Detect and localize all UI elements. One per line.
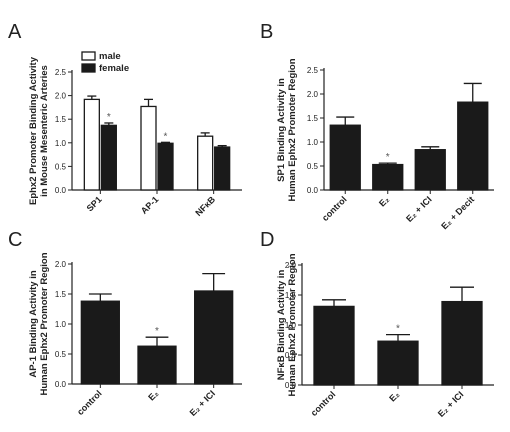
y-tick-label: 1.5: [285, 291, 297, 300]
y-axis-label: Human Ephx2 Promoter Region: [287, 58, 298, 201]
y-tick-label: 2.5: [307, 66, 319, 75]
significance-star: *: [386, 152, 390, 163]
chart-panel-a: A Ephx2 Promoter Binding Activity in Mouse…: [8, 21, 242, 218]
bar: [100, 124, 117, 191]
bar: [157, 142, 174, 191]
chart-panel-d: D NFκB Binding Activity in Human Ephx2 Pro…: [260, 229, 494, 419]
y-tick-label: 2.0: [55, 260, 67, 269]
y-tick-label: 2.0: [307, 90, 319, 99]
bar: [377, 340, 419, 386]
chart-panel-b: B SP1 Binding Activity in Human Ephx2 Prom…: [260, 21, 494, 231]
bar: [457, 101, 489, 191]
panel-letter: B: [260, 21, 273, 43]
y-axis-label: in Mouse Mesenteric Arteries: [39, 65, 50, 197]
x-tick-label: NFκB: [193, 194, 217, 218]
y-tick-label: 1.0: [55, 320, 67, 329]
bar: [441, 300, 483, 386]
x-tick-label: AP-1: [139, 194, 161, 216]
y-axis-label: Ephx2 Promoter Binding Activity: [28, 56, 39, 205]
y-tick-label: 0.0: [55, 380, 67, 389]
y-tick-label: 0.5: [307, 162, 319, 171]
significance-star: *: [164, 131, 168, 142]
x-tick-label: E₂: [146, 388, 160, 402]
x-tick-label: SP1: [85, 194, 104, 213]
bar: [329, 124, 361, 191]
x-tick-label: E₂ + Decit: [439, 194, 476, 231]
bar: [194, 290, 234, 385]
y-axis-label: Human Ephx2 Promoter Region: [39, 252, 50, 395]
y-tick-label: 2.0: [55, 92, 67, 101]
x-tick-label: E₂ + ICI: [188, 388, 218, 418]
significance-star: *: [155, 326, 159, 337]
chart-panel-c: C AP-1 Binding Activity in Human Ephx2 Pro…: [8, 229, 242, 418]
y-tick-label: 2.5: [55, 68, 67, 77]
y-tick-label: 1.5: [55, 290, 67, 299]
y-tick-label: 0.5: [55, 162, 67, 171]
significance-star: *: [107, 112, 111, 123]
y-tick-label: 1.0: [285, 321, 297, 330]
y-tick-label: 0.0: [55, 186, 67, 195]
y-tick-label: 1.0: [55, 139, 67, 148]
legend-label: female: [99, 63, 129, 74]
bar: [140, 105, 157, 191]
legend-label: male: [99, 51, 121, 62]
bar: [414, 149, 446, 191]
panel-letter: C: [8, 229, 22, 251]
bar: [214, 146, 231, 191]
y-tick-label: 2.0: [285, 261, 297, 270]
x-tick-label: E₂: [387, 389, 401, 403]
bar: [137, 345, 177, 385]
legend-swatch: [81, 63, 96, 73]
y-tick-label: 1.0: [307, 138, 319, 147]
x-tick-label: E₂: [377, 194, 391, 208]
y-tick-label: 0.5: [55, 350, 67, 359]
x-tick-label: E₂ + ICI: [404, 194, 434, 224]
bar: [197, 135, 214, 191]
significance-star: *: [396, 324, 400, 335]
x-tick-label: control: [75, 388, 104, 417]
y-tick-label: 1.5: [307, 114, 319, 123]
y-tick-label: 0.0: [285, 381, 297, 390]
legend-swatch: [81, 51, 96, 61]
x-tick-label: control: [309, 389, 338, 418]
panel-letter: D: [260, 229, 274, 251]
bar: [313, 305, 355, 386]
panel-letter: A: [8, 21, 22, 43]
y-axis-label: AP-1 Binding Activity in: [28, 270, 39, 378]
y-axis-label: SP1 Binding Activity in: [276, 78, 287, 182]
bar: [83, 98, 100, 191]
x-tick-label: control: [320, 194, 349, 223]
y-axis-label: Human Ephx2 Promoter Region: [287, 253, 298, 396]
y-axis-label: NFκB Binding Activity in: [276, 270, 287, 381]
y-tick-label: 0.5: [285, 351, 297, 360]
bar: [80, 300, 120, 385]
y-tick-label: 0.0: [307, 186, 319, 195]
y-tick-label: 1.5: [55, 115, 67, 124]
bar: [372, 163, 404, 191]
x-tick-label: E₂ + ICI: [436, 389, 466, 419]
